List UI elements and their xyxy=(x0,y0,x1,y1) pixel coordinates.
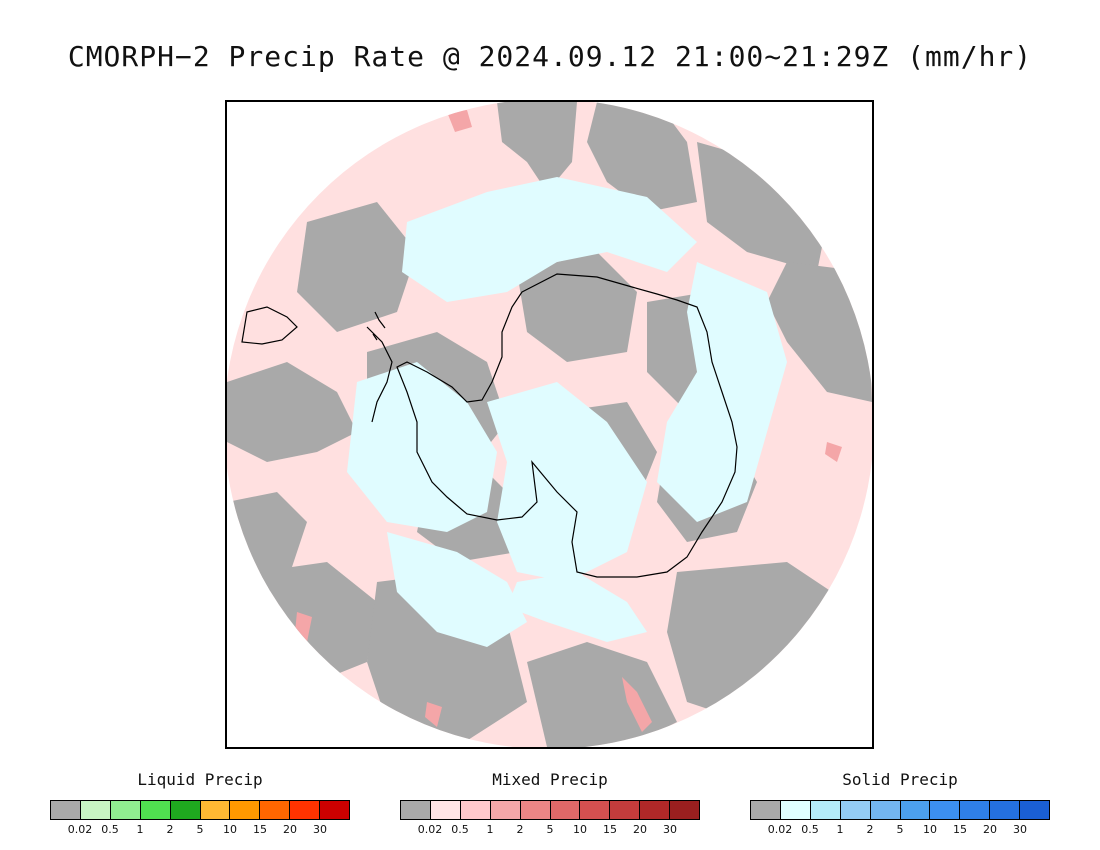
legend-swatch-mixed-4 xyxy=(520,801,551,819)
legend-ticks-solid: 0.02 0.5 1 2 5 10 15 20 30 xyxy=(750,823,1050,837)
polar-map xyxy=(225,100,874,749)
legend-tick-liquid-5: 10 xyxy=(223,823,237,836)
legend-swatch-mixed-1 xyxy=(430,801,461,819)
legend-tick-mixed-7: 20 xyxy=(633,823,647,836)
legend-swatch-mixed-5 xyxy=(550,801,581,819)
legend-tick-liquid-2: 1 xyxy=(136,823,144,836)
legend-swatch-liquid-4 xyxy=(170,801,201,819)
legend-tick-solid-7: 20 xyxy=(983,823,997,836)
legend-title-solid: Solid Precip xyxy=(842,770,958,789)
legend-tick-solid-4: 5 xyxy=(896,823,904,836)
legend-tick-solid-8: 30 xyxy=(1013,823,1027,836)
legend-swatch-solid-2 xyxy=(810,801,841,819)
solid-precip-areas xyxy=(347,177,787,647)
legend-swatch-solid-4 xyxy=(870,801,901,819)
legend-swatch-solid-1 xyxy=(780,801,811,819)
legend-tick-mixed-1: 0.5 xyxy=(451,823,469,836)
legend-swatch-mixed-9 xyxy=(670,801,700,819)
legend-bar-mixed xyxy=(400,800,700,820)
legend-swatch-solid-7 xyxy=(960,801,991,819)
legend-swatch-mixed-8 xyxy=(640,801,671,819)
legend-swatch-liquid-8 xyxy=(290,801,321,819)
legend-tick-solid-6: 15 xyxy=(953,823,967,836)
legend-swatch-solid-5 xyxy=(900,801,931,819)
legend-swatch-solid-0 xyxy=(751,801,781,819)
legend-swatch-liquid-5 xyxy=(200,801,231,819)
legend-tick-liquid-0: 0.02 xyxy=(67,823,93,836)
legend-tick-liquid-7: 20 xyxy=(283,823,297,836)
legend-swatch-mixed-2 xyxy=(460,801,491,819)
legend-swatch-mixed-0 xyxy=(401,801,431,819)
legend-tick-mixed-6: 15 xyxy=(603,823,617,836)
legend-tick-liquid-1: 0.5 xyxy=(101,823,119,836)
legend-bar-solid xyxy=(750,800,1050,820)
legend-tick-mixed-8: 30 xyxy=(663,823,677,836)
legend-swatch-solid-3 xyxy=(840,801,871,819)
legend-swatch-liquid-0 xyxy=(51,801,81,819)
legend-tick-liquid-3: 2 xyxy=(166,823,174,836)
precip-field xyxy=(227,102,872,747)
legend-swatch-liquid-3 xyxy=(140,801,171,819)
legend-tick-solid-5: 10 xyxy=(923,823,937,836)
legend-swatch-mixed-7 xyxy=(610,801,641,819)
legend-tick-liquid-4: 5 xyxy=(196,823,204,836)
legend-tick-liquid-6: 15 xyxy=(253,823,267,836)
legend-tick-solid-3: 2 xyxy=(866,823,874,836)
legend-swatch-solid-9 xyxy=(1020,801,1050,819)
legend-ticks-mixed: 0.02 0.5 1 2 5 10 15 20 30 xyxy=(400,823,700,837)
legend-swatch-liquid-6 xyxy=(230,801,261,819)
antarctica-coastline xyxy=(241,273,738,578)
legend-title-liquid: Liquid Precip xyxy=(137,770,263,789)
legend-swatch-liquid-7 xyxy=(260,801,291,819)
legend-tick-solid-1: 0.5 xyxy=(801,823,819,836)
legend-tick-mixed-2: 1 xyxy=(486,823,494,836)
legend-tick-mixed-0: 0.02 xyxy=(417,823,443,836)
legend-swatch-solid-8 xyxy=(990,801,1021,819)
legend-tick-mixed-5: 10 xyxy=(573,823,587,836)
legend-ticks-liquid: 0.02 0.5 1 2 5 10 15 20 30 xyxy=(50,823,350,837)
legend-swatch-liquid-1 xyxy=(80,801,111,819)
legend-swatch-liquid-9 xyxy=(320,801,350,819)
legend-tick-mixed-4: 5 xyxy=(546,823,554,836)
legend-bar-liquid xyxy=(50,800,350,820)
legend-tick-mixed-3: 2 xyxy=(516,823,524,836)
polar-map-canvas xyxy=(227,102,872,747)
legend-swatch-solid-6 xyxy=(930,801,961,819)
legend-tick-solid-2: 1 xyxy=(836,823,844,836)
legend-tick-solid-0: 0.02 xyxy=(767,823,793,836)
chart-title: CMORPH−2 Precip Rate @ 2024.09.12 21:00~… xyxy=(67,40,1033,73)
legend-swatch-liquid-2 xyxy=(110,801,141,819)
legend-swatch-mixed-6 xyxy=(580,801,611,819)
legend-swatch-mixed-3 xyxy=(490,801,521,819)
legend-tick-liquid-8: 30 xyxy=(313,823,327,836)
legend-title-mixed: Mixed Precip xyxy=(492,770,608,789)
